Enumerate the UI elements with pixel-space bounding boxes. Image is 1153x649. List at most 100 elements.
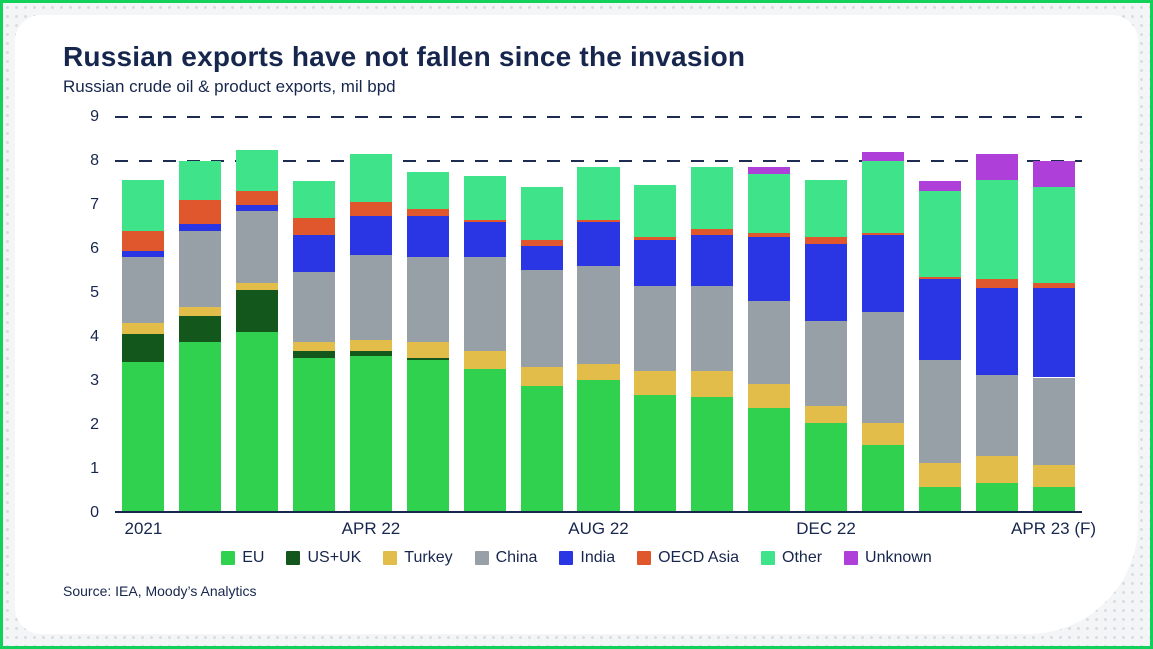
segment-india-jun-22 xyxy=(463,222,506,258)
legend-swatch-turkey xyxy=(383,551,398,565)
segment-china-jun-22 xyxy=(463,257,506,352)
y-tick-label-6: 6 xyxy=(90,240,99,258)
segment-turkey-2021 xyxy=(122,322,165,334)
segment-turkey-sep-22 xyxy=(634,370,677,395)
segment-turkey-feb-23 xyxy=(918,462,961,487)
bar-oct-22 xyxy=(691,117,734,511)
segment-china-feb-23 xyxy=(918,359,961,463)
gridline-9 xyxy=(115,116,1082,118)
x-axis: 2021 APR 22 AUG 22 DEC 22 APR 23 (F) xyxy=(115,515,1097,541)
segment-oecd-asia-jun-22 xyxy=(463,219,506,223)
segment-china-may-22 xyxy=(406,257,449,343)
y-tick-label-0: 0 xyxy=(90,504,99,521)
segment-other-feb-22 xyxy=(236,149,279,192)
segment-india-jan-23 xyxy=(861,235,904,312)
segment-eu-may-22 xyxy=(406,359,449,511)
segment-turkey-dec-22 xyxy=(804,405,848,424)
segment-eu-2021 xyxy=(122,362,165,511)
bar-apr-22 xyxy=(349,117,392,511)
stacked-bar-chart: 0 1 2 3 4 5 6 7 8 9 2021 APR 22 AUG 22 DEC 22 APR 23 … xyxy=(63,108,1097,541)
segment-oecd-asia-nov-22 xyxy=(748,233,791,238)
legend-label-us-uk: US+UK xyxy=(307,549,362,566)
legend-swatch-eu xyxy=(221,551,236,565)
segment-turkey-jan-22 xyxy=(179,307,222,317)
segment-other-jan-23 xyxy=(861,160,904,234)
segment-oecd-asia-jul-22 xyxy=(520,239,563,247)
x-tick-label-2021: 2021 xyxy=(124,519,163,538)
legend-swatch-china xyxy=(474,551,489,565)
source-note: Source: IEA, Moody’s Analytics xyxy=(63,583,257,599)
segment-china-jan-23 xyxy=(861,311,904,424)
segment-unknown-feb-23 xyxy=(918,180,961,192)
segment-india-mar-22 xyxy=(293,235,336,273)
legend-item-oecd-asia: OECD Asia xyxy=(637,549,739,567)
segment-turkey-jun-22 xyxy=(463,351,506,369)
segment-us-uk-feb-22 xyxy=(236,289,279,332)
segment-oecd-asia-feb-23 xyxy=(918,276,961,279)
x-tick-label-aug-22: AUG 22 xyxy=(568,519,629,538)
y-tick-label-8: 8 xyxy=(90,152,99,169)
segment-oecd-asia-may-22 xyxy=(406,208,449,216)
segment-eu-dec-22 xyxy=(804,423,848,511)
plot-area xyxy=(115,116,1082,513)
segment-oecd-asia-aug-22 xyxy=(577,219,620,223)
y-tick-label-7: 7 xyxy=(90,196,99,213)
bar-aug-22 xyxy=(577,117,620,511)
segment-turkey-aug-22 xyxy=(577,364,620,380)
segment-unknown-apr-23-f xyxy=(1032,160,1075,188)
segment-eu-jul-22 xyxy=(520,386,563,511)
segment-eu-jan-22 xyxy=(179,342,222,511)
legend-label-eu: EU xyxy=(242,549,265,566)
segment-other-sep-22 xyxy=(634,184,677,238)
segment-oecd-asia-mar-22 xyxy=(293,217,336,236)
bar-nov-22 xyxy=(748,117,791,511)
segment-other-apr-23-f xyxy=(1032,187,1075,284)
segment-eu-mar-23 xyxy=(975,482,1018,511)
x-tick-label-dec-22: DEC 22 xyxy=(796,519,856,538)
bar-sep-22 xyxy=(634,117,677,511)
segment-us-uk-mar-22 xyxy=(293,351,336,358)
segment-other-oct-22 xyxy=(691,167,734,229)
segment-oecd-asia-feb-22 xyxy=(236,191,279,205)
segment-eu-mar-22 xyxy=(293,357,336,511)
segment-china-sep-22 xyxy=(634,285,677,371)
segment-china-aug-22 xyxy=(577,265,620,365)
legend-swatch-unknown xyxy=(844,551,859,565)
segment-turkey-nov-22 xyxy=(748,384,791,409)
chart-card: Russian exports have not fallen since th… xyxy=(15,15,1138,634)
segment-india-feb-22 xyxy=(236,204,279,212)
segment-china-feb-22 xyxy=(236,211,279,284)
segment-oecd-asia-apr-22 xyxy=(349,202,392,216)
segment-unknown-jan-23 xyxy=(861,152,904,161)
segment-turkey-apr-23-f xyxy=(1032,465,1075,487)
segment-eu-aug-22 xyxy=(577,379,620,511)
segment-india-mar-23 xyxy=(975,287,1018,376)
segment-turkey-jan-23 xyxy=(861,423,904,446)
segment-other-apr-22 xyxy=(349,154,392,203)
segment-turkey-oct-22 xyxy=(691,370,734,398)
y-tick-label-1: 1 xyxy=(90,460,99,477)
x-tick-label-apr-23-f: APR 23 (F) xyxy=(1011,519,1097,538)
legend-swatch-other xyxy=(761,551,776,565)
bar-may-22 xyxy=(406,117,449,511)
legend-label-unknown: Unknown xyxy=(865,549,932,566)
segment-eu-jan-23 xyxy=(861,445,904,511)
segment-china-oct-22 xyxy=(691,285,734,371)
bar-2021 xyxy=(122,117,165,511)
segment-india-oct-22 xyxy=(691,235,734,286)
bar-feb-22 xyxy=(236,117,279,511)
segment-oecd-asia-sep-22 xyxy=(634,237,677,240)
segment-other-nov-22 xyxy=(748,173,791,234)
segment-turkey-mar-22 xyxy=(293,342,336,352)
segment-india-2021 xyxy=(122,250,165,258)
y-axis: 0 1 2 3 4 5 6 7 8 9 xyxy=(63,108,103,521)
segment-eu-apr-22 xyxy=(349,355,392,511)
segment-turkey-mar-23 xyxy=(975,456,1018,483)
legend-label-india: India xyxy=(580,549,616,566)
chart-subtitle: Russian crude oil & product exports, mil… xyxy=(63,77,396,96)
x-tick-label-apr-22: APR 22 xyxy=(341,519,401,538)
segment-india-sep-22 xyxy=(634,239,677,286)
segment-china-jul-22 xyxy=(520,270,563,367)
segment-us-uk-apr-22 xyxy=(349,351,392,356)
